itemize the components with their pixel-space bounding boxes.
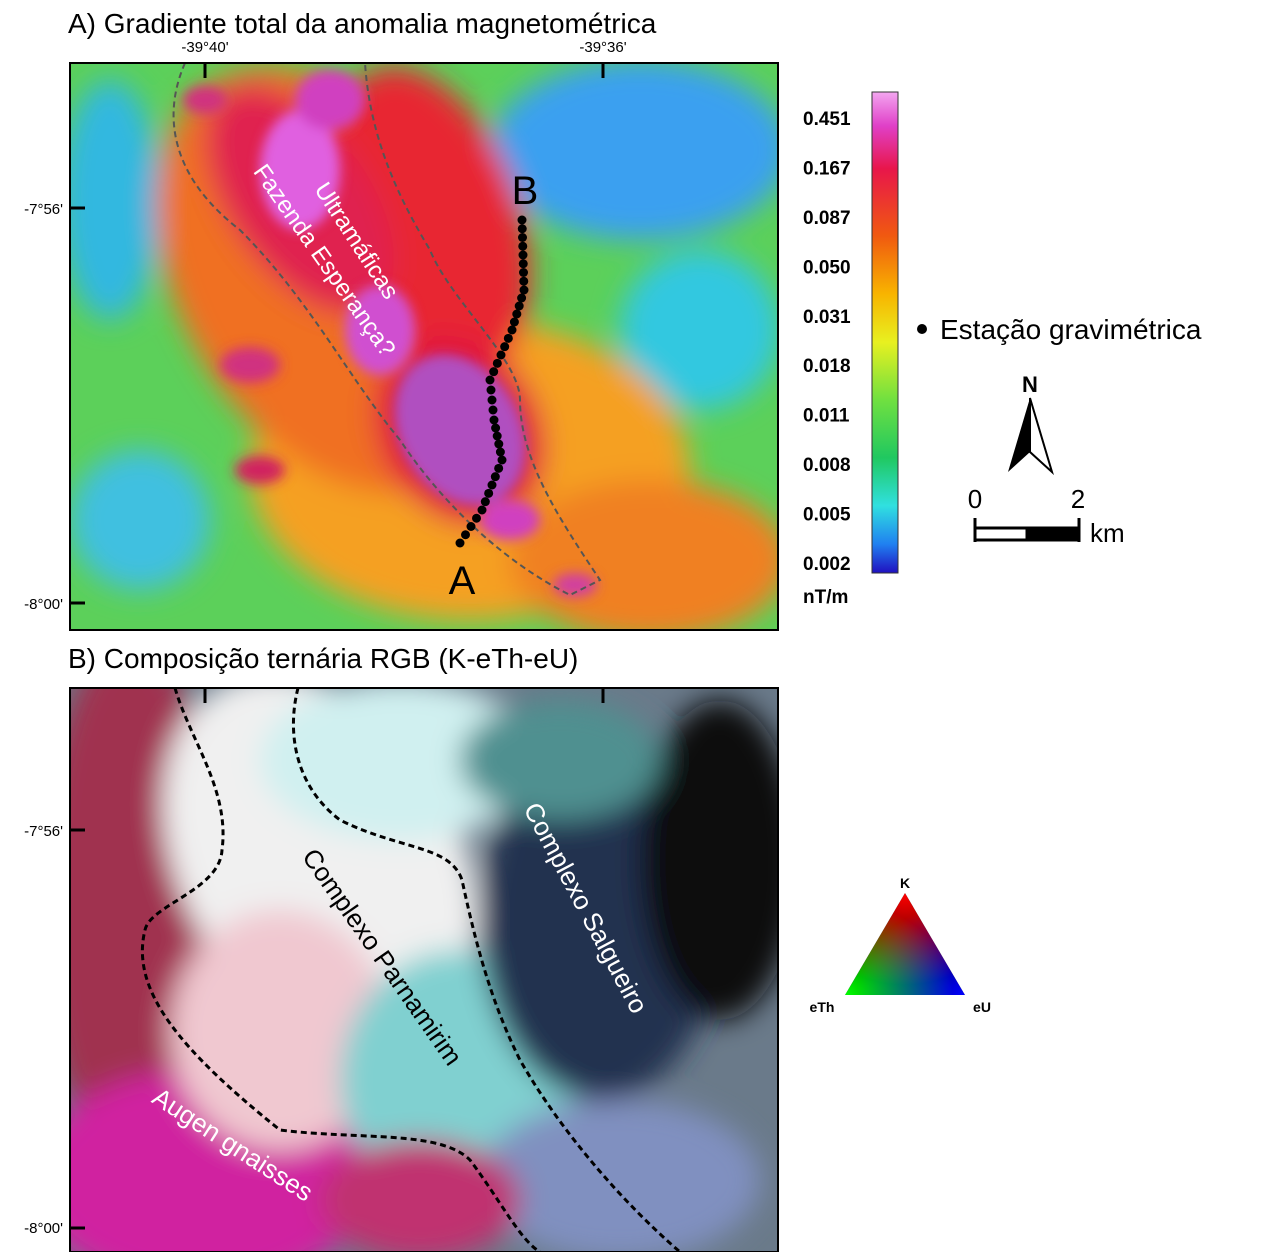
station (518, 242, 527, 251)
station (486, 376, 495, 385)
scale-label: 2 (1071, 484, 1085, 514)
profile-label: A (449, 559, 476, 603)
station (461, 530, 470, 539)
station (488, 396, 497, 405)
station (489, 367, 498, 376)
station (518, 216, 527, 225)
scale-unit: km (1090, 518, 1125, 548)
colorbar-label: 0.008 (803, 455, 851, 476)
station (493, 432, 502, 441)
longitude-label: -39°36' (579, 39, 626, 56)
station (494, 464, 503, 473)
station (515, 302, 524, 311)
colorbar-label: 0.011 (803, 406, 850, 427)
legend-marker (917, 324, 927, 334)
radiometric-map (30, 617, 800, 1252)
scale-label: 0 (968, 484, 982, 514)
colorbar-unit: nT/m (803, 587, 848, 608)
station (491, 424, 500, 433)
station (500, 342, 509, 351)
north-label: N (1022, 372, 1038, 397)
station (472, 514, 481, 523)
station (456, 539, 465, 548)
station (519, 259, 528, 268)
station (512, 310, 521, 319)
colorbar-label: 0.050 (803, 257, 851, 278)
ternary-label: eTh (810, 999, 835, 1015)
ternary-label: K (900, 875, 910, 891)
station (519, 277, 528, 286)
colorbar-label: 0.167 (803, 158, 851, 179)
colorbar (872, 92, 898, 573)
station (496, 448, 505, 457)
station (517, 294, 526, 303)
station (488, 481, 497, 490)
station (504, 334, 513, 343)
station (510, 318, 519, 327)
legend-label: Estação gravimétrica (940, 314, 1202, 345)
colorbar-label: 0.031 (803, 307, 851, 328)
station (489, 406, 498, 415)
station (481, 497, 490, 506)
station (467, 522, 476, 531)
panel-title: A) Gradiente total da anomalia magnetomé… (68, 8, 657, 39)
station (520, 286, 529, 295)
magnetic-map (60, 6, 790, 640)
station (491, 472, 500, 481)
scale-bar (975, 528, 1027, 540)
figure: A) Gradiente total da anomalia magnetomé… (0, 0, 1264, 1252)
profile-label: B (512, 169, 539, 213)
panel-title: B) Composição ternária RGB (K-eTh-eU) (68, 643, 578, 674)
ternary-legend (845, 893, 965, 995)
colorbar-label: 0.018 (803, 356, 851, 377)
latitude-label: -7°56' (24, 201, 63, 218)
station (508, 326, 517, 335)
colorbar-label: 0.005 (803, 505, 851, 526)
longitude-label: -39°40' (181, 39, 228, 56)
station (498, 456, 507, 465)
station (497, 351, 506, 360)
station (494, 440, 503, 449)
ternary-label: eU (973, 999, 991, 1015)
colorbar-label: 0.087 (803, 208, 851, 229)
station (519, 268, 528, 277)
station (490, 416, 499, 425)
station (518, 224, 527, 233)
station (487, 386, 496, 395)
station (478, 506, 487, 515)
station (519, 251, 528, 260)
latitude-label: -7°56' (24, 823, 63, 840)
latitude-label: -8°00' (24, 596, 63, 613)
station (493, 359, 502, 368)
colorbar-label: 0.451 (803, 109, 851, 130)
station (518, 233, 527, 242)
colorbar-label: 0.002 (803, 554, 851, 575)
north-arrow (1008, 398, 1030, 472)
station (484, 489, 493, 498)
latitude-label: -8°00' (24, 1220, 63, 1237)
